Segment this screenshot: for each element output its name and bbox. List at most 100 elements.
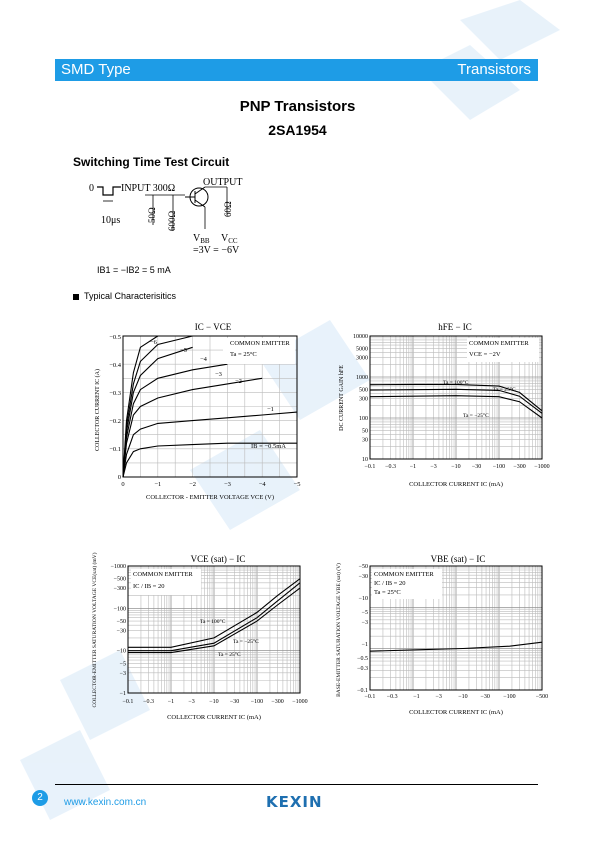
chart3-legend-0: COMMON EMITTER (133, 571, 193, 578)
c2-series-1 (369, 388, 543, 414)
c2-ytick-1: 5000 (356, 346, 368, 352)
c3-series-0 (128, 578, 301, 648)
c3-ytick-8: −3 (120, 671, 126, 677)
c2-xtick-0: −0.1 (365, 464, 376, 470)
c1-series-4 (122, 377, 263, 478)
chart-vcesat-ic: VCE (sat) − IC COMMON EMITTER IC / IB = … (91, 552, 308, 721)
chart4-legend-1: IC / IB = 20 (374, 580, 405, 587)
c2-xtick-1: −0.3 (385, 464, 396, 470)
c2-xtick-8: −1000 (534, 464, 549, 470)
c2-series-0 (369, 383, 543, 412)
banner-smd-type: SMD Type (61, 61, 131, 78)
c3-series-1 (128, 582, 301, 652)
bullet-square-icon (73, 293, 79, 300)
output-label: OUTPUT (203, 177, 242, 188)
c2-xtick-7: −300 (513, 464, 525, 470)
supply-values: =3V = −6V (193, 245, 240, 256)
chart2-legend-0: COMMON EMITTER (469, 340, 529, 347)
header-banner: SMD Type Transistors (55, 59, 538, 81)
chart4-title: VBE (sat) − IC (431, 554, 486, 564)
c1-xtick-4: −4 (259, 481, 267, 488)
chart-ic-vce: IC − VCE COMMON EMITTER Ta = 25°C 0 −1 −… (94, 322, 301, 501)
c3-xtick-1: −0.3 (143, 699, 154, 705)
c2-xtick-2: −1 (410, 464, 416, 470)
c3-xtick-2: −1 (168, 699, 174, 705)
c3-ytick-9: −1 (120, 691, 126, 697)
chart4-legend-0: COMMON EMITTER (374, 571, 434, 578)
c1-xtick-0: 0 (121, 481, 124, 488)
chart1-legend-0: COMMON EMITTER (230, 340, 290, 347)
c4-ytick-0: −50 (359, 564, 368, 570)
pulse-width-label: 10μs (101, 215, 120, 226)
c4-ytick-3: −5 (362, 610, 368, 616)
c4-ytick-4: −3 (362, 620, 368, 626)
c3-xtick-7: −300 (271, 699, 283, 705)
chart2-title: hFE − IC (438, 322, 472, 332)
c3-xtick-3: −3 (188, 699, 194, 705)
c2-xtick-3: −3 (430, 464, 436, 470)
c1-series-6 (122, 442, 297, 478)
chart1-xlabel: COLLECTOR - EMITTER VOLTAGE VCE (V) (146, 494, 274, 501)
c3-xtick-6: −100 (251, 699, 263, 705)
c1-xtick-3: −3 (224, 481, 231, 488)
chart2-xlabel: COLLECTOR CURRENT IC (mA) (409, 481, 503, 488)
c1-curve-label-3: −3 (215, 371, 222, 378)
c4-xtick-7: −500 (536, 694, 548, 700)
c3-ytick-6: −10 (117, 649, 126, 655)
chart1-ylabel: COLLECTOR CURRENT IC (A) (94, 369, 101, 451)
circuit-zero-label: 0 (89, 183, 94, 194)
c3-ytick-0: −1000 (111, 564, 126, 570)
c1-series-3 (122, 363, 228, 478)
c3-xtick-0: −0.1 (123, 699, 134, 705)
chart3-xlabel: COLLECTOR CURRENT IC (mA) (167, 714, 261, 721)
c1-xtick-2: −2 (189, 481, 196, 488)
c2-ytick-7: 50 (362, 428, 368, 434)
chart3-title: VCE (sat) − IC (191, 554, 246, 564)
c4-xtick-4: −10 (458, 694, 467, 700)
c3-curve-label-m25: Ta = −25°C (233, 638, 259, 645)
c1-curve-label-4: −4 (200, 356, 208, 363)
chart4-legend-2: Ta = 25°C (374, 589, 401, 596)
switching-circuit-heading: Switching Time Test Circuit (73, 155, 230, 169)
footer-url[interactable]: www.kexin.com.cn (64, 797, 147, 808)
c1-ytick-1: −0.1 (109, 446, 121, 453)
c1-series-5 (122, 411, 298, 478)
chart3-legend-1: IC / IB = 20 (133, 583, 164, 590)
chart1-legend-1: Ta = 25°C (230, 351, 257, 358)
c4-xtick-6: −100 (503, 694, 515, 700)
chart3-ylabel: COLLECTOR-EMITTER SATURATION VOLTAGE VCE… (91, 552, 98, 707)
c4-ytick-6: −0.5 (357, 656, 368, 662)
c4-ytick-1: −30 (359, 574, 368, 580)
c3-ytick-4: −50 (117, 619, 126, 625)
c2-ytick-4: 500 (359, 387, 368, 393)
footer-divider (55, 784, 538, 785)
chart2-ylabel: DC CURRENT GAIN hFE (339, 365, 345, 431)
c1-curve-label-1: −1 (267, 406, 274, 413)
c2-ytick-2: 3000 (356, 355, 368, 361)
c2-xtick-4: −10 (451, 464, 460, 470)
r-50-label: 50Ω (147, 207, 157, 223)
chart4-ylabel: BASE-EMITTER SATURATION VOLTAGE VBE (sat… (335, 563, 342, 697)
c2-curve-label-25: Ta = 25°C (493, 386, 516, 393)
part-number: 2SA1954 (268, 122, 327, 138)
c1-curve-label-05: IB = −0.5mA (251, 443, 286, 450)
c3-xtick-8: −1000 (292, 699, 307, 705)
chart2-legend-1: VCE = −2V (469, 351, 501, 358)
chart-vbesat-ic: VBE (sat) − IC COMMON EMITTER IC / IB = … (335, 554, 548, 716)
vbb-label: VBB (193, 233, 210, 245)
c1-xtick-5: −5 (294, 481, 301, 488)
c3-xtick-5: −30 (230, 699, 239, 705)
c4-series-0 (369, 641, 543, 652)
c1-ytick-0: 0 (118, 474, 121, 481)
c3-xtick-4: −10 (209, 699, 218, 705)
c2-series-2 (369, 395, 543, 419)
c1-curve-label-2: −2 (235, 378, 242, 385)
c3-ytick-1: −500 (114, 577, 126, 583)
chart1-title: IC − VCE (195, 322, 232, 332)
c1-ytick-5: −0.5 (109, 334, 121, 341)
c1-curve-label-6: −6 (150, 339, 158, 346)
chart4-xlabel: COLLECTOR CURRENT IC (mA) (409, 709, 503, 716)
c2-ytick-6: 100 (359, 416, 368, 422)
c2-xtick-5: −30 (472, 464, 481, 470)
c4-xtick-2: −1 (413, 694, 419, 700)
